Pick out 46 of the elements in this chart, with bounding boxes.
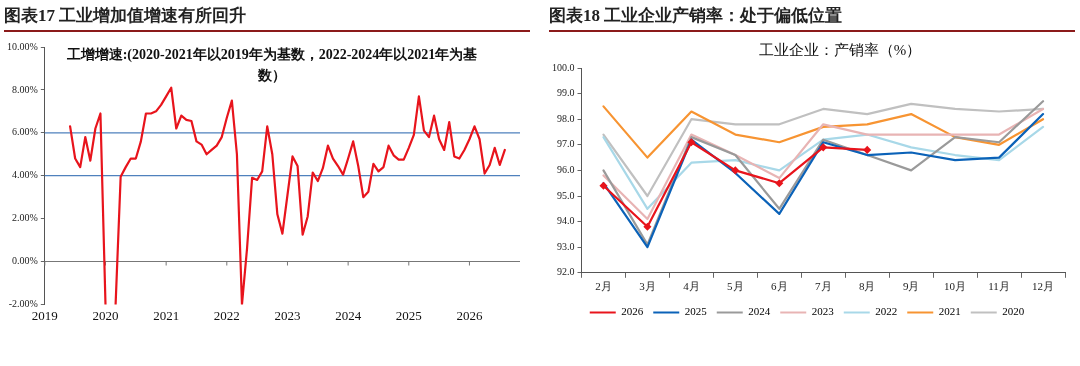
point <box>819 143 827 151</box>
x-tick-label: 2025 <box>395 307 422 323</box>
chart-subtitle: 工业企业：产销率（%） <box>757 41 923 60</box>
x-tick-label: 2026 <box>456 307 483 323</box>
x-tick-label: 12月 <box>1032 280 1055 293</box>
y-tick-label: 4.00% <box>11 169 38 181</box>
point <box>731 166 739 174</box>
chart-title: 图表18 工业企业产销率：处于偏低位置 <box>549 4 1075 32</box>
text: 工增增速:(2020-2021年以2019年为基数，2022-2024年以2021年为基数） <box>65 46 479 85</box>
x-tick-label: 3月 <box>639 280 656 293</box>
point <box>599 182 608 190</box>
x-tick-label: 9月 <box>902 280 920 293</box>
y-tick-label: 94.0 <box>557 215 575 227</box>
y-tick-label: 98.0 <box>557 112 575 124</box>
x-tick-label: 5月 <box>727 280 744 293</box>
x-tick-label: 8月 <box>858 280 876 293</box>
x-tick-label: 10月 <box>944 280 967 293</box>
y-tick-label: 0.00% <box>11 255 38 267</box>
y-tick-label: 8.00% <box>11 83 38 95</box>
point <box>863 146 871 154</box>
y-tick-label: 6.00% <box>11 126 38 138</box>
point <box>775 179 783 187</box>
chart-title: 图表17 工业增加值增速有所回升 <box>4 4 530 32</box>
y-tick-label: 97.0 <box>557 138 575 150</box>
x-tick-label: 7月 <box>815 280 832 293</box>
x-tick-label: 4月 <box>683 280 700 293</box>
x-tick-label: 2019 <box>31 307 58 323</box>
y-tick-label: 99.0 <box>557 87 575 99</box>
y-tick-label: 92.0 <box>557 266 575 278</box>
y-tick-label: 93.0 <box>557 240 575 252</box>
x-tick-label: 2023 <box>274 307 301 323</box>
x-tick-label: 11月 <box>988 280 1010 293</box>
x-tick-label: 2月 <box>595 280 612 293</box>
y-tick-label: 95.0 <box>557 189 575 201</box>
x-tick-label: 2022 <box>213 307 240 323</box>
point <box>687 138 695 146</box>
x-tick-label: 2024 <box>335 307 362 323</box>
x-tick-label: 2021 <box>153 307 180 323</box>
y-tick-label: 10.00% <box>6 40 38 52</box>
x-tick-label: 6月 <box>771 280 788 293</box>
x-tick-label: 2020 <box>92 307 119 323</box>
point <box>643 223 652 231</box>
y-tick-label: 100.0 <box>552 61 575 73</box>
y-tick-label: 2.00% <box>11 212 38 224</box>
y-tick-label: -2.00% <box>8 298 38 310</box>
y-tick-label: 96.0 <box>557 164 575 176</box>
